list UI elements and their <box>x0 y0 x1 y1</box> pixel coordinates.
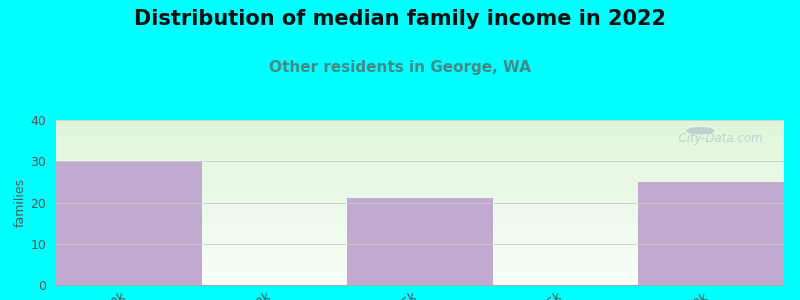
Text: Distribution of median family income in 2022: Distribution of median family income in … <box>134 9 666 29</box>
Circle shape <box>687 128 714 134</box>
Text: Other residents in George, WA: Other residents in George, WA <box>269 60 531 75</box>
Bar <box>56 161 202 285</box>
Y-axis label: families: families <box>14 178 26 227</box>
Text: City-Data.com: City-Data.com <box>670 131 762 145</box>
Bar <box>638 182 784 285</box>
Bar <box>347 198 493 285</box>
